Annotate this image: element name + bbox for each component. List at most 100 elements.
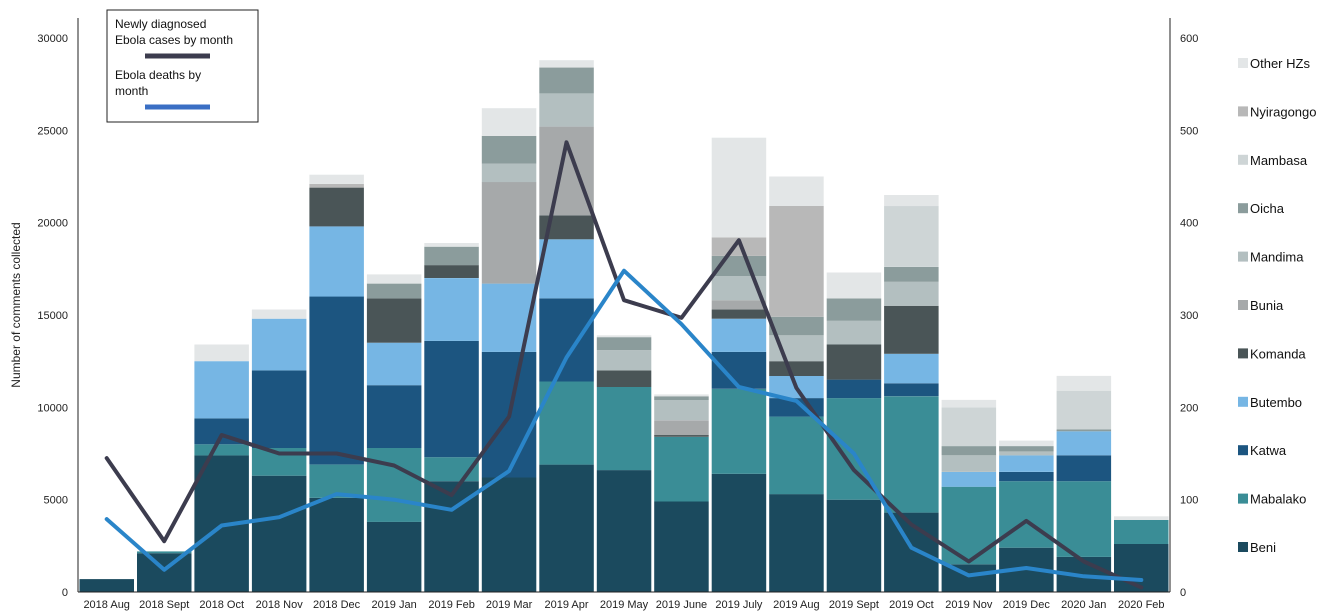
x-tick-label: 2019 Nov xyxy=(945,599,993,611)
bar-katwa-14 xyxy=(884,383,939,397)
bar-oicha-16 xyxy=(999,446,1054,452)
bar-mambasa-15 xyxy=(941,407,997,447)
legend-label: Oicha xyxy=(1250,201,1285,216)
bar-butembo-4 xyxy=(309,226,364,297)
legend-label: Nyiragongo xyxy=(1250,104,1317,119)
series-legend: Other HZs Nyiragongo Mambasa Oicha Mandima Bu… xyxy=(1238,56,1317,555)
bar-mambasa-17 xyxy=(1056,390,1112,430)
bar-katwa-13 xyxy=(826,379,882,399)
bar-butembo-2 xyxy=(194,361,249,419)
bar-beni-18 xyxy=(1114,544,1169,592)
lines-layer xyxy=(104,140,1144,590)
legend-label: Mambasa xyxy=(1250,153,1308,168)
legend-label: Mabalako xyxy=(1250,492,1306,507)
bar-oicha-9 xyxy=(596,337,652,351)
bar-mabalako-1 xyxy=(137,551,192,554)
x-tick-label: 2020 Feb xyxy=(1118,599,1164,611)
bar-oicha-12 xyxy=(769,316,824,336)
bar-beni-9 xyxy=(596,470,652,592)
bar-mandima-7 xyxy=(481,163,537,183)
bar-beni-1 xyxy=(137,553,192,592)
bar-mandima-15 xyxy=(941,455,997,472)
legend-label: Mandima xyxy=(1250,250,1304,265)
bar-mabalako-5 xyxy=(366,448,422,522)
bar-mandima-13 xyxy=(826,320,882,345)
left-tick-label: 10000 xyxy=(37,402,68,414)
bar-mabalako-14 xyxy=(884,396,939,513)
bar-beni-3 xyxy=(251,475,307,592)
bar-komanda-13 xyxy=(826,344,882,380)
x-tick-label: 2019 Aug xyxy=(773,599,820,611)
line-new-cases xyxy=(104,140,1144,590)
x-tick-label: 2018 Dec xyxy=(313,599,361,611)
bar-mambasa-14 xyxy=(884,206,939,267)
bar-katwa-5 xyxy=(366,385,422,448)
left-axis: 0 5000 10000 15000 20000 25000 30000 xyxy=(37,18,79,599)
bar-beni-12 xyxy=(769,494,824,592)
line-deaths xyxy=(104,268,1144,582)
right-axis: 0 100 200 300 400 500 600 xyxy=(1169,18,1198,599)
bar-mandima-10 xyxy=(654,399,709,421)
bar-nyiragongo-12 xyxy=(769,206,824,317)
bar-komanda-9 xyxy=(596,370,652,387)
legend-swatch xyxy=(1238,300,1248,310)
legend-label: Beni xyxy=(1250,540,1276,555)
right-tick-label: 200 xyxy=(1180,402,1198,414)
bar-beni-10 xyxy=(654,501,709,592)
bar-other-hzs-6 xyxy=(424,243,479,247)
inset-legend-box xyxy=(106,9,259,123)
bar-oicha-13 xyxy=(826,298,882,321)
bar-katwa-16 xyxy=(999,472,1054,482)
legend-label: Butembo xyxy=(1250,395,1302,410)
legend-swatch xyxy=(1238,106,1248,117)
bar-komanda-14 xyxy=(884,305,939,354)
bar-mabalako-2 xyxy=(194,444,249,456)
bar-komanda-10 xyxy=(654,435,709,437)
bar-komanda-12 xyxy=(769,361,824,376)
left-tick-label: 20000 xyxy=(37,218,68,230)
bar-other-hzs-16 xyxy=(999,440,1054,447)
bar-beni-13 xyxy=(826,499,882,592)
x-tick-label: 2018 Oct xyxy=(199,599,244,611)
bar-other-hzs-5 xyxy=(366,274,422,284)
legend-swatch xyxy=(1238,445,1248,456)
bar-butembo-15 xyxy=(941,472,997,487)
legend-label: Katwa xyxy=(1250,443,1287,458)
bar-mabalako-15 xyxy=(941,486,997,565)
legend-swatch xyxy=(1238,154,1248,165)
bar-katwa-11 xyxy=(711,351,767,389)
bar-other-hzs-7 xyxy=(481,108,537,136)
x-tick-label: 2018 Sept xyxy=(139,599,189,611)
bar-bunia-7 xyxy=(481,182,537,284)
bar-other-hzs-13 xyxy=(826,272,882,299)
bar-mabalako-17 xyxy=(1056,481,1112,557)
bar-oicha-7 xyxy=(481,135,537,164)
bar-mabalako-18 xyxy=(1114,520,1169,544)
bar-other-hzs-4 xyxy=(309,174,364,184)
bar-beni-0 xyxy=(79,579,134,592)
legend-swatch xyxy=(1238,251,1248,262)
x-tick-label: 2019 Sept xyxy=(829,599,879,611)
bar-other-hzs-9 xyxy=(596,335,652,338)
left-tick-label: 0 xyxy=(62,587,68,599)
bar-other-hzs-2 xyxy=(194,344,249,362)
bar-mandima-16 xyxy=(999,451,1054,456)
bar-butembo-7 xyxy=(481,283,537,352)
bar-beni-5 xyxy=(366,521,422,592)
bar-other-hzs-12 xyxy=(769,176,824,206)
bar-mabalako-10 xyxy=(654,436,709,502)
bar-mabalako-9 xyxy=(596,387,652,471)
bar-beni-7 xyxy=(481,477,537,592)
left-tick-label: 15000 xyxy=(37,310,68,322)
bar-butembo-17 xyxy=(1056,431,1112,456)
right-tick-label: 500 xyxy=(1180,125,1198,137)
x-tick-label: 2019 Mar xyxy=(486,599,533,611)
legend-swatch xyxy=(1238,348,1248,359)
bar-komanda-5 xyxy=(366,298,422,343)
bar-other-hzs-8 xyxy=(539,60,594,68)
bar-other-hzs-17 xyxy=(1056,375,1112,391)
x-tick-label: 2019 June xyxy=(656,599,707,611)
legend-swatch xyxy=(1238,58,1248,68)
x-tick-label: 2019 May xyxy=(600,599,649,611)
